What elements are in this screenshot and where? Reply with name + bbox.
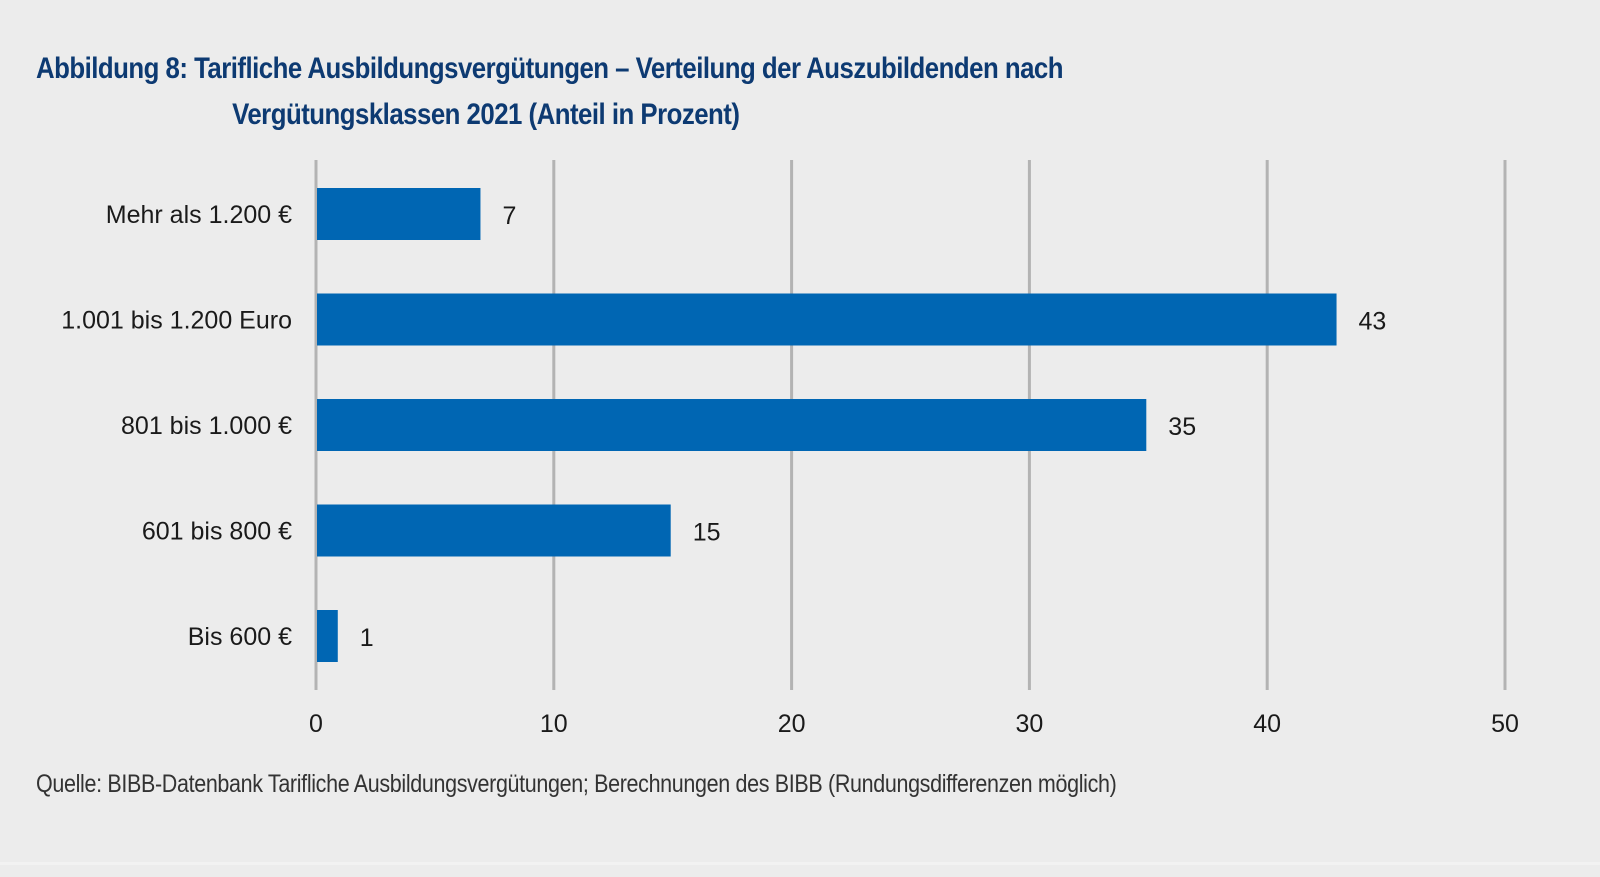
chart-title: Abbildung 8: Tarifliche Ausbildungsvergü…: [36, 46, 1064, 138]
data-label-2: 35: [1168, 413, 1196, 441]
category-label-4: Bis 600 €: [188, 623, 292, 651]
x-tick-label-50: 50: [1491, 710, 1519, 738]
data-label-0: 7: [502, 202, 516, 230]
category-label-0: Mehr als 1.200 €: [106, 201, 292, 229]
bar-0: [317, 188, 481, 240]
x-tick-label-10: 10: [540, 710, 568, 738]
x-tick-label-20: 20: [778, 710, 806, 738]
x-tick-label-0: 0: [309, 710, 323, 738]
bar-3: [317, 504, 671, 557]
data-label-4: 1: [360, 624, 374, 652]
data-label-3: 15: [693, 519, 721, 547]
chart-title-line-1: Abbildung 8: Tarifliche Ausbildungsvergü…: [36, 52, 1064, 85]
bottom-divider: [0, 862, 1600, 865]
bar-4: [317, 610, 338, 662]
source-note: Quelle: BIBB-Datenbank Tarifliche Ausbil…: [36, 770, 1117, 798]
bar-2: [317, 399, 1147, 451]
category-label-3: 601 bis 800 €: [142, 518, 292, 546]
x-tick-label-40: 40: [1253, 710, 1281, 738]
x-tick-label-30: 30: [1015, 710, 1043, 738]
category-label-2: 801 bis 1.000 €: [121, 412, 292, 440]
bar-1: [317, 293, 1337, 346]
category-label-1: 1.001 bis 1.200 Euro: [61, 307, 292, 335]
data-label-1: 43: [1359, 308, 1387, 336]
chart-title-line-2: Vergütungsklassen 2021 (Anteil in Prozen…: [232, 98, 740, 131]
